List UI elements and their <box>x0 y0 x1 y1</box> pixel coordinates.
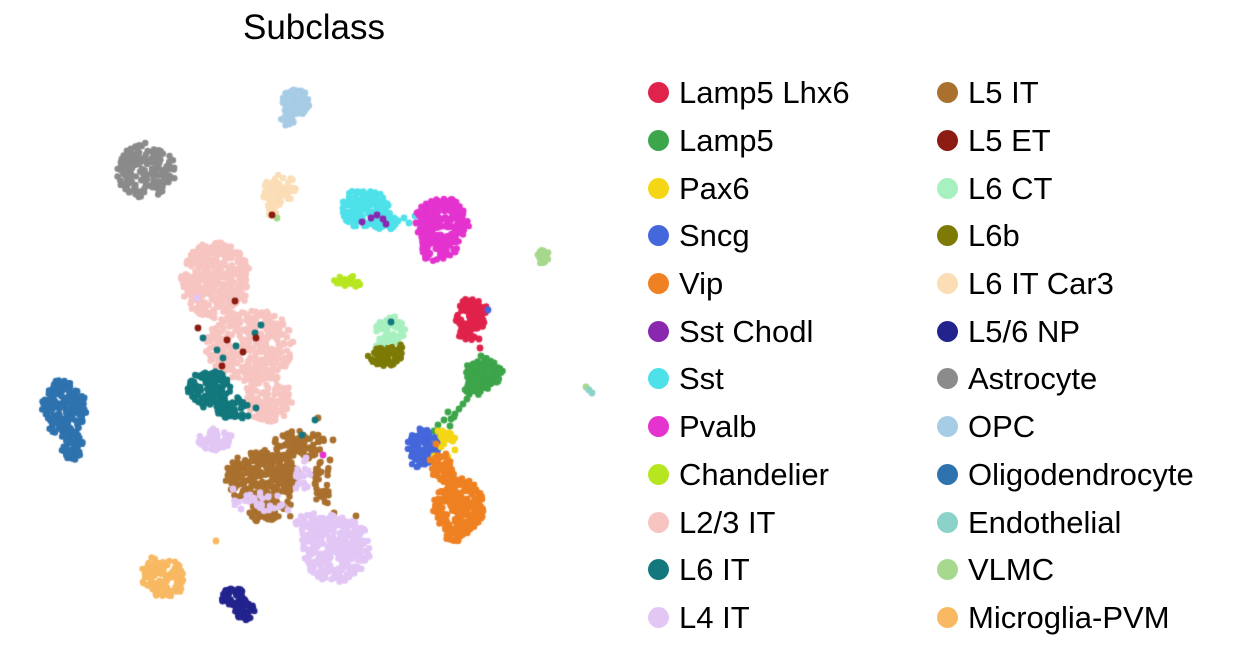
legend-dot-icon <box>648 463 669 485</box>
legend-column-2: L5 IT L5 ET L6 CT L6b L6 IT Car3 L5/6 NP Astro… <box>937 69 1194 641</box>
legend-label: Chandelier <box>679 456 829 492</box>
legend-label: Sst <box>679 361 724 397</box>
legend-item: Lamp5 <box>648 117 850 165</box>
legend-label: L5 IT <box>968 75 1039 111</box>
legend-dot-icon <box>648 559 669 581</box>
legend-item: L6b <box>937 212 1194 260</box>
legend-dot-icon <box>937 273 958 295</box>
legend-dot-icon <box>648 416 669 438</box>
legend-label: Endothelial <box>968 504 1122 540</box>
legend-label: Vip <box>679 266 724 302</box>
legend-column-1: Lamp5 Lhx6 Lamp5 Pax6 Sncg Vip Sst Chodl Sst Pv… <box>648 69 850 641</box>
legend-label: L6 CT <box>968 170 1053 206</box>
legend-dot-icon <box>648 130 669 152</box>
legend-dot-icon <box>648 273 669 295</box>
legend-item: L2/3 IT <box>648 498 850 546</box>
legend-label: Sst Chodl <box>679 313 814 349</box>
legend-label: L6 IT Car3 <box>968 266 1114 302</box>
legend-item: L4 IT <box>648 594 850 642</box>
legend-dot-icon <box>937 320 958 342</box>
legend-item: L6 IT <box>648 546 850 594</box>
legend-item: Oligodendrocyte <box>937 451 1194 499</box>
legend-label: L4 IT <box>679 599 750 635</box>
legend-item: L6 IT Car3 <box>937 260 1194 308</box>
legend-dot-icon <box>937 606 958 628</box>
legend-label: Astrocyte <box>968 361 1098 397</box>
legend-label: L6b <box>968 218 1020 254</box>
legend-label: L2/3 IT <box>679 504 776 540</box>
legend-item: Microglia-PVM <box>937 594 1194 642</box>
legend-dot-icon <box>648 320 669 342</box>
legend-label: VLMC <box>968 552 1055 588</box>
legend-dot-icon <box>648 606 669 628</box>
legend-label: OPC <box>968 409 1036 445</box>
legend-dot-icon <box>648 225 669 247</box>
legend-label: Microglia-PVM <box>968 599 1170 635</box>
legend-item: Pax6 <box>648 164 850 212</box>
legend-item: Sst Chodl <box>648 307 850 355</box>
legend-label: Sncg <box>679 218 750 254</box>
legend-label: Lamp5 Lhx6 <box>679 75 850 111</box>
legend-label: L5 ET <box>968 123 1051 159</box>
legend-item: Astrocyte <box>937 355 1194 403</box>
legend-item: VLMC <box>937 546 1194 594</box>
legend-dot-icon <box>937 463 958 485</box>
legend-dot-icon <box>937 368 958 390</box>
legend-item: Vip <box>648 260 850 308</box>
legend-item: L5 ET <box>937 117 1194 165</box>
legend-dot-icon <box>937 177 958 199</box>
legend-label: Pvalb <box>679 409 757 445</box>
legend-label: Oligodendrocyte <box>968 456 1194 492</box>
legend-label: L5/6 NP <box>968 313 1081 349</box>
legend-item: Chandelier <box>648 451 850 499</box>
legend-dot-icon <box>937 225 958 247</box>
legend-dot-icon <box>648 82 669 104</box>
legend-item: Sst <box>648 355 850 403</box>
legend-item: Endothelial <box>937 498 1194 546</box>
legend-item: Lamp5 Lhx6 <box>648 69 850 117</box>
legend-item: L6 CT <box>937 164 1194 212</box>
legend-dot-icon <box>937 416 958 438</box>
legend-label: Pax6 <box>679 170 750 206</box>
legend-dot-icon <box>648 368 669 390</box>
legend-dot-icon <box>937 559 958 581</box>
legend-label: Lamp5 <box>679 123 774 159</box>
legend-item: L5 IT <box>937 69 1194 117</box>
legend-dot-icon <box>648 511 669 533</box>
legend-item: Sncg <box>648 212 850 260</box>
legend-dot-icon <box>937 511 958 533</box>
legend-item: Pvalb <box>648 403 850 451</box>
legend-dot-icon <box>937 130 958 152</box>
legend-label: L6 IT <box>679 552 750 588</box>
legend-dot-icon <box>937 82 958 104</box>
legend-dot-icon <box>648 177 669 199</box>
legend-item: OPC <box>937 403 1194 451</box>
legend-item: L5/6 NP <box>937 307 1194 355</box>
